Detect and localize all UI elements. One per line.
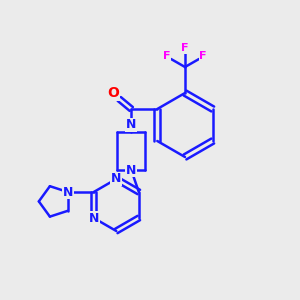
Text: N: N <box>126 164 136 176</box>
Text: F: F <box>199 51 207 61</box>
Text: O: O <box>107 86 119 100</box>
Text: N: N <box>126 118 136 131</box>
Text: N: N <box>111 172 122 185</box>
Text: F: F <box>181 43 189 53</box>
Text: N: N <box>63 185 73 199</box>
Text: F: F <box>163 51 171 61</box>
Text: N: N <box>63 185 73 199</box>
Text: N: N <box>88 212 99 224</box>
